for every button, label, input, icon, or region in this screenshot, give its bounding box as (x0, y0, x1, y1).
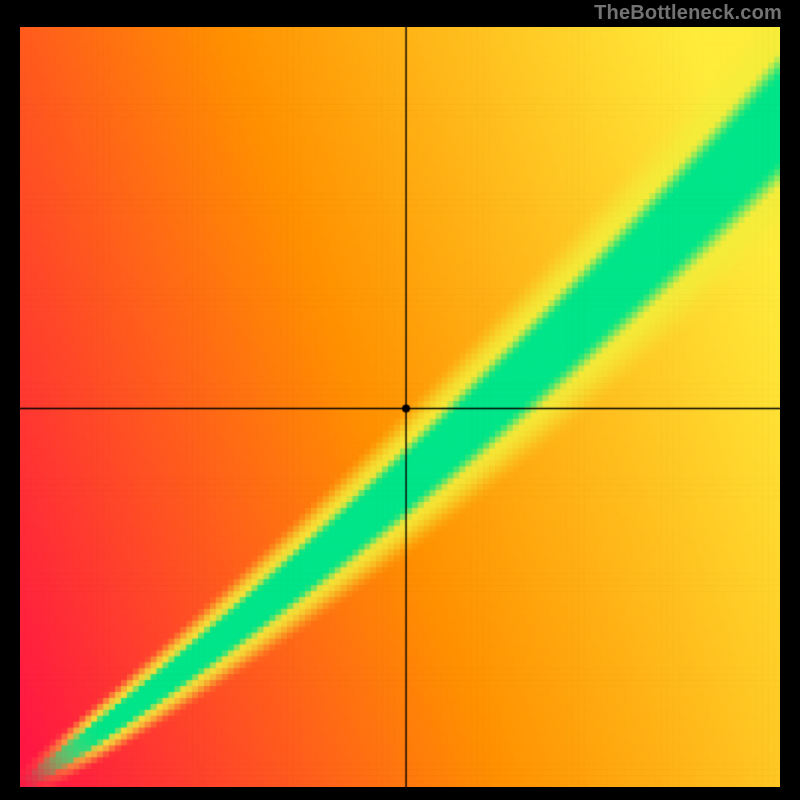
watermark-text: TheBottleneck.com (594, 2, 782, 25)
heatmap-canvas (20, 27, 780, 787)
